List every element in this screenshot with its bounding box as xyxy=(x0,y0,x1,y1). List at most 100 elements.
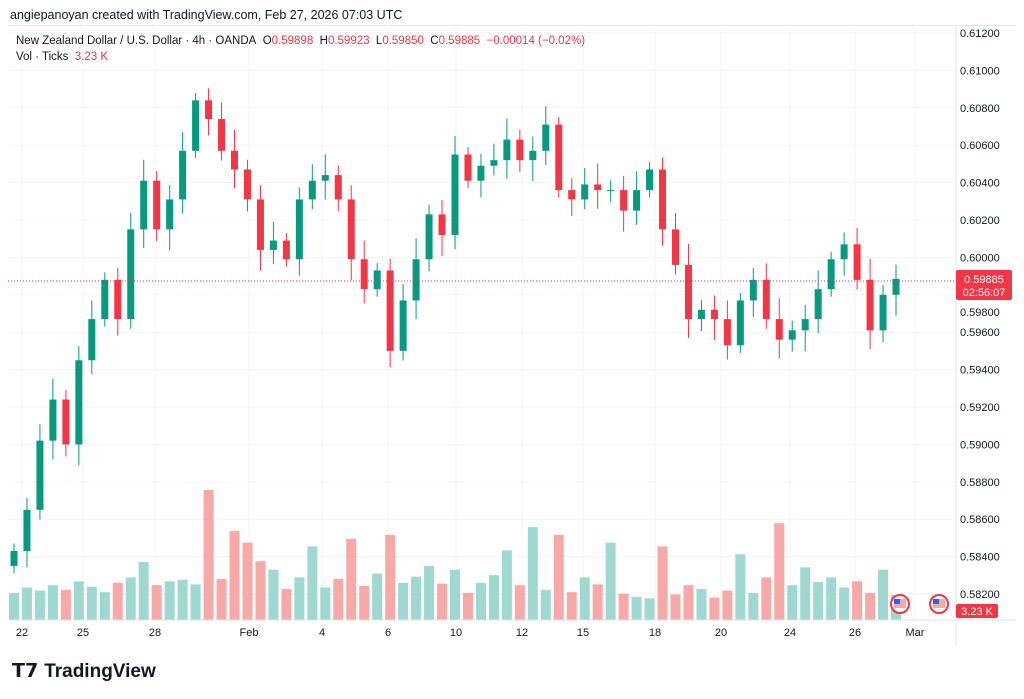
volume-bar xyxy=(605,542,616,620)
x-tick-label: 4 xyxy=(319,627,325,639)
volume-bar xyxy=(450,569,460,620)
high-value: 0.59923 xyxy=(327,35,370,47)
volume-bar xyxy=(398,582,409,620)
x-tick-label: 10 xyxy=(450,627,462,639)
change-value: −0.00014 (−0.02%) xyxy=(486,35,586,47)
tradingview-logo[interactable]: 𝗧𝟳 TradingView xyxy=(12,660,156,683)
candle-body xyxy=(840,244,848,260)
candle-body xyxy=(788,330,796,340)
volume-bar xyxy=(878,569,889,620)
volume-bar xyxy=(112,582,123,620)
candle-body xyxy=(879,294,887,331)
volume-bar xyxy=(774,523,785,620)
y-tick-label: 0.60800 xyxy=(960,103,1000,115)
candle-body xyxy=(269,240,277,250)
symbol-title[interactable]: New Zealand Dollar / U.S. Dollar · 4h · … xyxy=(16,35,257,47)
candle-body xyxy=(10,550,18,566)
candle-body xyxy=(347,199,355,260)
volume-bar xyxy=(813,582,824,620)
y-tick-label: 0.60600 xyxy=(960,140,1000,152)
volume-bar xyxy=(177,579,188,620)
candle-body xyxy=(101,279,109,320)
volume-bar xyxy=(761,577,772,620)
volume-bar xyxy=(566,592,577,620)
us-flag-event-icon[interactable] xyxy=(929,594,949,614)
candle-body xyxy=(36,440,44,510)
candle-body xyxy=(620,190,628,211)
volume-bar xyxy=(631,596,642,620)
candle-body xyxy=(555,124,563,191)
candle-body xyxy=(88,319,96,361)
volume-bar xyxy=(86,586,97,620)
volume-bar xyxy=(579,577,590,620)
candle-body xyxy=(386,270,394,351)
volume-bar xyxy=(385,534,396,620)
chart-legend: New Zealand Dollar / U.S. Dollar · 4h · … xyxy=(16,33,585,65)
x-tick-label: 26 xyxy=(849,627,861,639)
volume-bar xyxy=(359,585,370,620)
x-tick-label: 20 xyxy=(715,627,727,639)
candle-body xyxy=(218,119,226,151)
volume-bar xyxy=(242,542,253,620)
volume-bar xyxy=(73,581,84,620)
candle-body xyxy=(179,150,187,200)
x-tick-label: Mar xyxy=(906,627,925,639)
candle-body xyxy=(334,175,342,200)
candle-body xyxy=(231,150,238,170)
y-tick-label: 0.59600 xyxy=(960,327,1000,339)
y-tick-label: 0.60200 xyxy=(960,215,1000,227)
candle-body xyxy=(438,214,446,235)
y-tick-label: 0.58800 xyxy=(960,477,1000,489)
volume-bar xyxy=(203,490,214,620)
volume-tag-text: 3.23 K xyxy=(961,606,993,618)
y-tick-label: 0.59200 xyxy=(960,402,1000,414)
candle-body xyxy=(646,169,654,191)
volume-bar xyxy=(151,585,162,620)
x-tick-label: 24 xyxy=(784,627,796,639)
volume-bar xyxy=(47,585,58,620)
volume-bar xyxy=(865,592,876,620)
volume-bar xyxy=(437,583,448,620)
candle-body xyxy=(308,180,316,200)
volume-bar xyxy=(657,546,668,620)
high-label: H xyxy=(319,35,328,47)
candle-body xyxy=(801,319,809,331)
candle-body xyxy=(295,199,303,260)
us-flag-event-icon[interactable] xyxy=(890,594,910,614)
chart-frame[interactable] xyxy=(8,25,1016,646)
candle-body xyxy=(23,509,31,551)
volume-bar xyxy=(644,598,655,620)
candle-body xyxy=(153,180,161,230)
volume-bar xyxy=(216,578,227,620)
candle-body xyxy=(464,154,472,181)
candle-body xyxy=(62,399,70,445)
y-tick-label: 0.60400 xyxy=(960,178,1000,190)
volume-bar xyxy=(787,585,798,620)
y-tick-label: 0.58600 xyxy=(960,514,1000,526)
x-tick-label: Feb xyxy=(240,627,259,639)
candle-body xyxy=(140,180,148,230)
candle-body xyxy=(633,190,641,211)
candle-body xyxy=(684,264,692,320)
volume-bar xyxy=(333,578,344,620)
close-value: 0.59885 xyxy=(438,35,481,47)
y-tick-label: 0.61000 xyxy=(960,65,1000,77)
x-tick-label: 22 xyxy=(16,627,28,639)
candle-body xyxy=(659,169,667,230)
candle-body xyxy=(542,124,550,151)
candle-body xyxy=(762,279,770,320)
candle-body xyxy=(243,169,251,200)
candle-body xyxy=(736,300,744,346)
volume-bar xyxy=(190,584,201,620)
candle-body xyxy=(75,360,83,445)
candle-body xyxy=(814,289,822,320)
close-label: C xyxy=(430,35,439,47)
y-tick-label: 0.61200 xyxy=(960,28,1000,40)
candle-body xyxy=(490,160,498,166)
volume-label[interactable]: Vol · Ticks xyxy=(16,51,69,63)
candle-body xyxy=(477,165,485,181)
x-tick-label: 6 xyxy=(385,627,391,639)
candle-body xyxy=(192,100,200,151)
volume-bar xyxy=(553,534,564,620)
